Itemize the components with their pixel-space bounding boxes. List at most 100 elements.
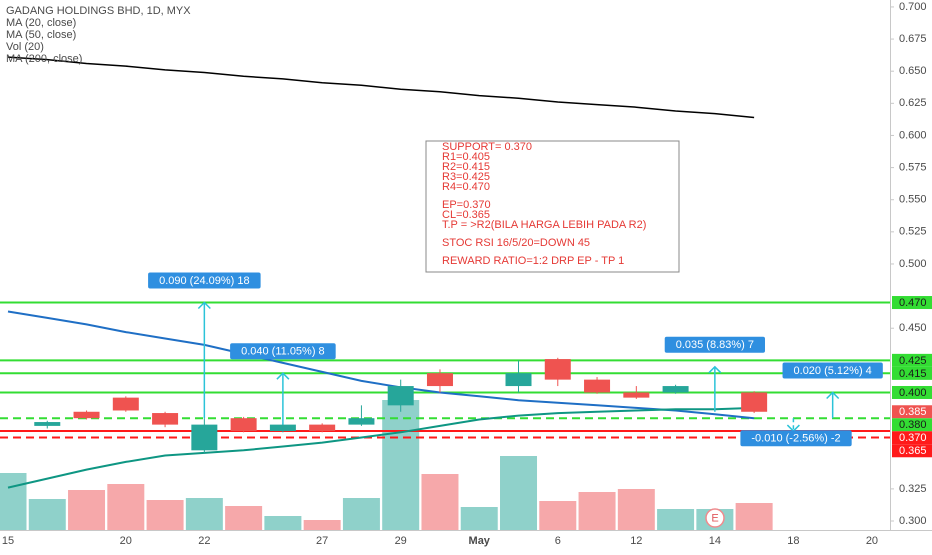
volume-bar [107, 484, 145, 530]
note-line: CL=0.365 [442, 209, 490, 221]
volume-bar [735, 503, 773, 530]
candle-body [544, 359, 571, 380]
y-tick-label: 0.550 [899, 194, 927, 206]
price-label: 0.380 [899, 419, 927, 431]
candle-body [662, 386, 689, 393]
y-tick-label: 0.650 [899, 65, 927, 77]
candle-body [269, 424, 296, 432]
chart-title: GADANG HOLDINGS BHD, 1D, MYX [6, 5, 191, 17]
x-tick-label: 15 [2, 535, 14, 547]
legend-item: MA (50, close) [6, 29, 76, 41]
price-label-bg [892, 385, 932, 399]
x-tick-label: 18 [787, 535, 799, 547]
ma-line [7, 406, 755, 489]
price-label: 0.365 [899, 445, 927, 457]
volume-bar [500, 456, 538, 530]
measure-box [148, 272, 261, 289]
y-tick-label: 0.500 [899, 258, 927, 270]
note-frame [425, 140, 680, 273]
candle-body [426, 373, 453, 387]
axes: 0.300 0.325 0.450 0.500 0.525 0.550 0.575 0.600… [2, 1, 927, 547]
candle-body [34, 422, 61, 426]
measure-box [664, 336, 766, 353]
x-tick-label: May [469, 535, 491, 547]
price-label: 0.415 [899, 368, 927, 380]
measure-box [230, 343, 336, 360]
volume-bar [146, 500, 184, 530]
candle-body [623, 392, 650, 398]
earnings-marker-label: E [711, 512, 718, 524]
x-tick-label: 29 [395, 535, 407, 547]
volume-bar [264, 516, 302, 530]
measure-box [782, 362, 883, 379]
earnings-marker [705, 508, 725, 528]
x-tick-label: 20 [120, 535, 132, 547]
y-tick-label: 0.675 [899, 33, 927, 45]
x-tick-label: 27 [316, 535, 328, 547]
candles-layer [34, 357, 768, 453]
candle-body [505, 373, 532, 387]
candle-body [348, 418, 375, 425]
measure-arrow-head [826, 391, 840, 400]
price-label-bg [892, 405, 932, 419]
legend-item: Vol (20) [6, 41, 44, 53]
candle-body [152, 413, 179, 425]
candle-body [584, 379, 611, 393]
volume-bar [342, 498, 380, 530]
volume-bar [225, 506, 263, 530]
candle-body [73, 411, 100, 419]
volume-bar [185, 498, 223, 530]
volume-bar [303, 520, 341, 530]
price-label-bg [892, 296, 932, 310]
note-line: R4=0.470 [442, 181, 490, 193]
volume-layer [0, 400, 773, 530]
price-label-bg [892, 366, 932, 380]
candle-body [230, 418, 257, 432]
price-label-bg [892, 353, 932, 367]
note-line: R3=0.425 [442, 171, 490, 183]
measure-label: 0.020 (5.12%) 4 [794, 365, 872, 377]
volume-bar [28, 499, 66, 530]
note-line: R1=0.405 [442, 151, 490, 163]
volume-bar [382, 400, 420, 530]
y-tick-label: 0.575 [899, 161, 927, 173]
price-label-bg [892, 444, 932, 458]
price-label: 0.400 [899, 387, 927, 399]
price-label-bg [892, 431, 932, 445]
volume-bar [657, 509, 695, 530]
x-tick-label: 6 [555, 535, 561, 547]
volume-bar [617, 489, 655, 530]
price-label: 0.385 [899, 406, 927, 418]
note-box: SUPPORT= 0.370R1=0.405R2=0.415R3=0.425R4… [425, 140, 680, 273]
note-line: EP=0.370 [442, 199, 491, 211]
y-tick-label: 0.450 [899, 322, 927, 334]
y-tick-label: 0.525 [899, 226, 927, 238]
volume-bar [460, 507, 498, 530]
y-tick-label: 0.700 [899, 1, 927, 13]
note-line: SUPPORT= 0.370 [442, 141, 532, 153]
note-line: T.P = >R2(BILA HARGA LEBIH PADA R2) [442, 219, 646, 231]
ma-line [7, 310, 755, 420]
measure-box [740, 430, 852, 447]
price-label-bg [892, 418, 932, 432]
measure-label: 0.040 (11.05%) 8 [241, 346, 325, 358]
x-tick-label: 20 [866, 535, 878, 547]
y-tick-label: 0.325 [899, 483, 927, 495]
note-line: STOC RSI 16/5/20=DOWN 45 [442, 237, 590, 249]
measure-arrow-head [197, 301, 211, 310]
note-line: REWARD RATIO=1:2 DRP EP - TP 1 [442, 255, 624, 267]
measurements-layer: 0.090 (24.09%) 18 0.040 (11.05%) 8 0.035 (… [148, 272, 883, 447]
measure-label: -0.010 (-2.56%) -2 [751, 433, 840, 445]
measure-arrow-head [276, 372, 290, 380]
measure-label: 0.035 (8.83%) 7 [676, 339, 754, 351]
price-label: 0.425 [899, 355, 927, 367]
legend: GADANG HOLDINGS BHD, 1D, MYX MA (20, clo… [6, 5, 191, 65]
volume-bar [68, 490, 106, 530]
y-tick-label: 0.600 [899, 129, 927, 141]
x-tick-label: 14 [709, 535, 721, 547]
measure-arrow-head [708, 365, 722, 374]
ma-layer [7, 56, 755, 489]
